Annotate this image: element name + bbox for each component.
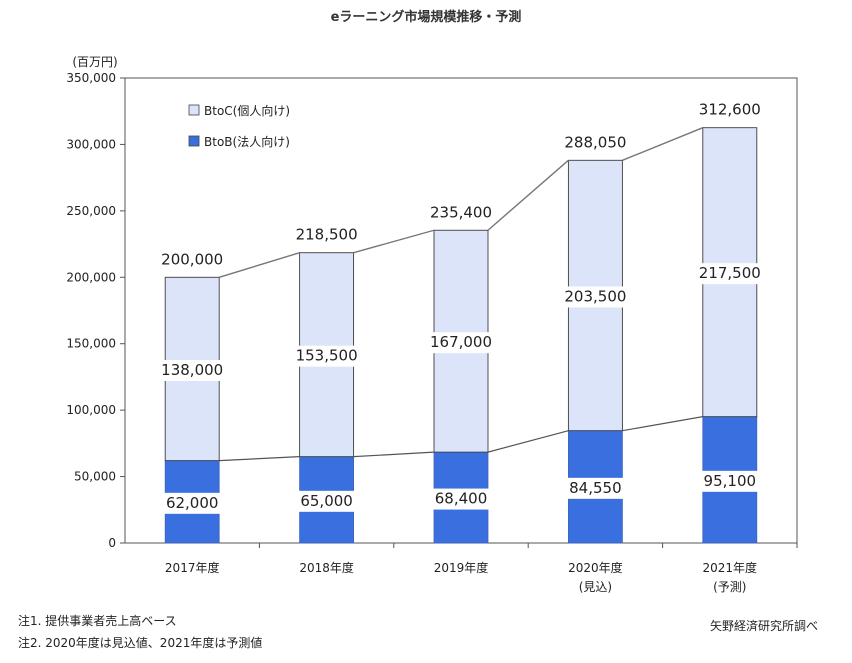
btob-data-label-bg [430,488,492,510]
x-tick-label: 2017年度 [165,560,220,575]
btoc-data-label-bg [425,332,497,354]
btob-data-label: 95,100 [704,472,757,490]
x-tick-label: 2018年度 [299,560,354,575]
y-tick-label: 300,000 [66,137,116,151]
y-tick-label: 350,000 [66,71,116,85]
footnote-2: 注2. 2020年度は見込値、2021年度は予測値 [18,636,263,650]
total-connector-line [487,159,569,231]
btoc-data-label: 167,000 [430,333,492,351]
btob-connector-line [622,416,703,432]
btoc-data-label-bg [694,263,766,285]
y-tick-label: 100,000 [66,403,116,417]
btob-data-label-bg [295,490,358,512]
x-tick-label: 2019年度 [434,560,489,575]
btoc-data-label-bg [156,359,228,381]
total-connector-line [218,252,300,278]
footnote-1: 注1. 提供事業者売上高ベース [18,614,177,628]
legend-label: BtoB(法人向け) [204,134,290,149]
btoc-data-label: 153,500 [296,347,358,365]
legend-swatch [188,135,200,147]
total-data-label: 218,500 [296,226,358,244]
btob-data-label-bg [698,470,761,492]
y-tick-label: 0 [108,536,116,550]
btob-data-label: 68,400 [435,490,488,508]
y-tick-label: 250,000 [66,204,116,218]
source-credit: 矢野経済研究所調べ [709,619,818,633]
btoc-data-label: 217,500 [699,264,761,282]
btob-data-label: 65,000 [300,492,353,510]
total-data-label: 235,400 [430,203,492,221]
x-tick-sublabel: (見込) [579,580,612,594]
btoc-data-label-bg [291,345,363,367]
x-tick-label: 2020年度 [568,560,623,575]
total-data-label: 312,600 [699,101,761,119]
btob-data-label: 84,550 [569,479,622,497]
total-connector-line [622,127,704,161]
btob-connector-line [487,430,569,453]
total-connector-line [353,229,435,254]
y-unit-label: (百万円) [72,55,117,69]
btoc-data-label-bg [559,286,631,308]
x-tick-sublabel: (予測) [713,580,746,594]
btob-connector-line [353,451,435,458]
btoc-data-label: 203,500 [564,287,626,305]
total-data-label: 288,050 [564,133,626,151]
legend-label: BtoC(個人向け) [204,103,290,118]
total-data-label: 200,000 [161,250,223,268]
y-tick-label: 150,000 [66,337,116,351]
btob-data-label-bg [564,477,627,499]
x-tick-label: 2021年度 [703,560,758,575]
btob-data-label-bg [161,492,224,514]
btob-data-label: 62,000 [166,494,219,512]
btoc-data-label: 138,000 [161,361,223,379]
chart-title: eラーニング市場規模推移・予測 [330,10,522,25]
y-tick-label: 50,000 [74,470,116,484]
y-tick-label: 200,000 [66,270,116,284]
btob-connector-line [219,456,300,462]
legend-swatch [188,104,200,116]
